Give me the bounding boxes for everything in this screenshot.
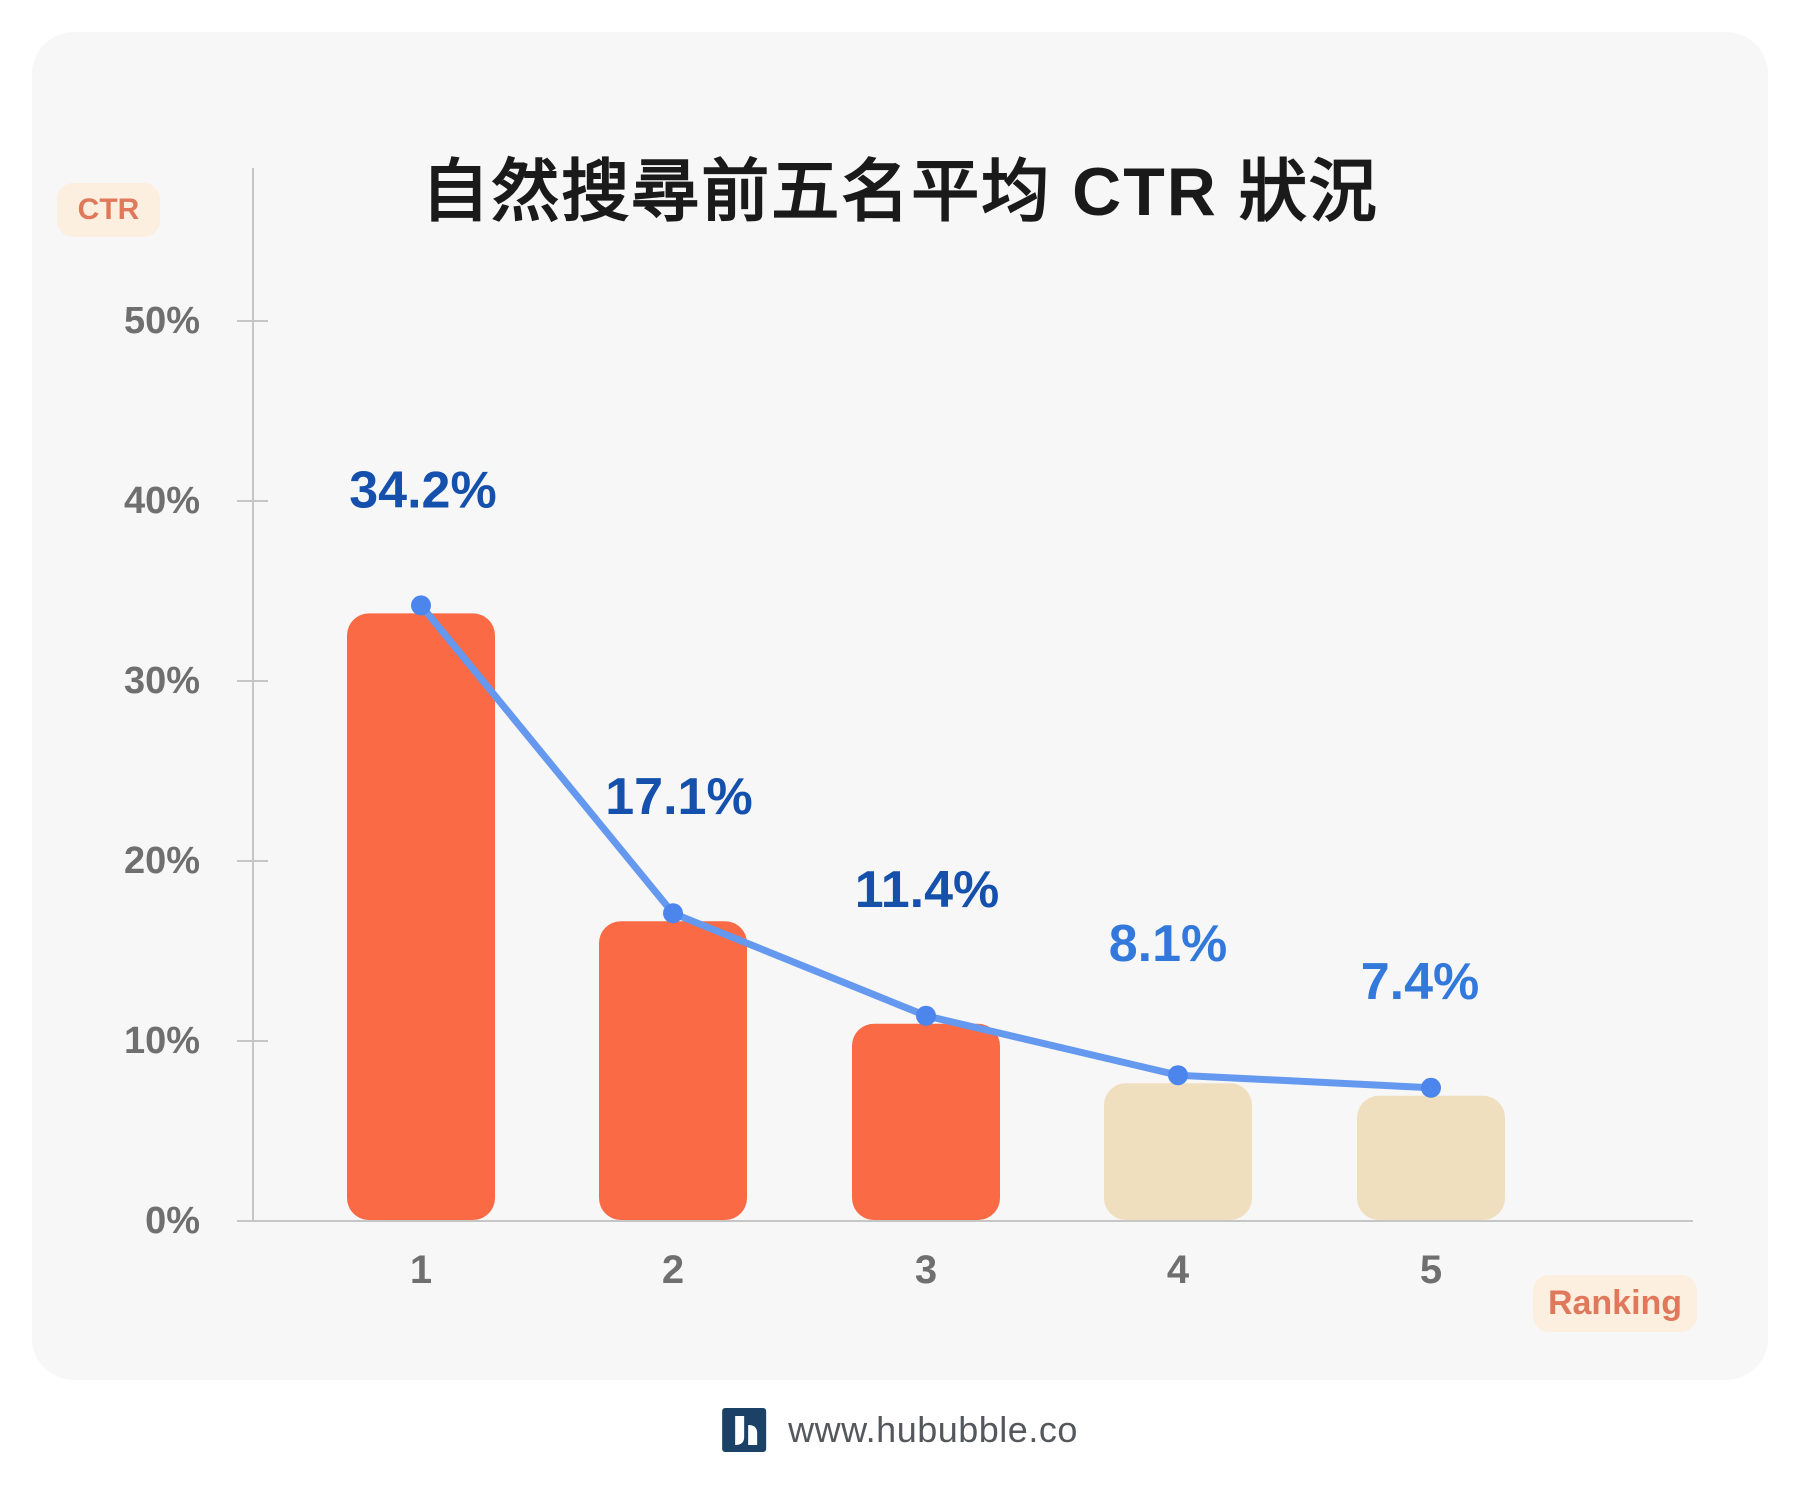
x-axis-tick-label: 2 (662, 1248, 684, 1292)
y-axis-tick-label: 0% (145, 1200, 200, 1242)
bar-rank-2 (599, 921, 747, 1220)
data-point-rank-3 (916, 1005, 936, 1026)
x-axis-tick-label: 3 (915, 1248, 937, 1292)
x-axis-tick-label: 1 (410, 1248, 432, 1292)
y-axis-tick-label: 10% (124, 1020, 200, 1062)
value-label-rank-1: 34.2% (349, 461, 496, 519)
x-axis-tick-label: 5 (1420, 1248, 1442, 1292)
footer-url: www.hububble.co (788, 1409, 1078, 1450)
value-label-rank-4: 8.1% (1109, 915, 1228, 973)
footer: www.hububble.co (722, 1408, 1078, 1452)
hububble-logo-icon (722, 1408, 767, 1452)
data-point-rank-4 (1168, 1065, 1188, 1086)
bar-rank-1 (347, 613, 495, 1220)
bar-rank-4 (1104, 1083, 1252, 1220)
chart-title: 自然搜尋前五名平均 CTR 狀況 (421, 153, 1379, 230)
bar-rank-5 (1357, 1095, 1505, 1220)
value-label-rank-3: 11.4% (855, 861, 1000, 919)
bar-rank-3 (852, 1023, 1000, 1220)
y-axis-tick-label: 40% (124, 480, 200, 522)
y-axis-tick-label: 50% (124, 300, 200, 342)
data-point-rank-2 (663, 903, 683, 924)
value-label-rank-2: 17.1% (605, 768, 752, 826)
y-axis-label-badge: CTR (57, 183, 160, 237)
data-point-rank-5 (1421, 1077, 1441, 1098)
value-label-rank-5: 7.4% (1361, 953, 1480, 1011)
y-axis-tick-label: 20% (124, 840, 200, 882)
y-axis-tick-label: 30% (124, 660, 200, 702)
x-axis-label-badge: Ranking (1533, 1275, 1697, 1332)
x-axis-tick-label: 4 (1167, 1248, 1190, 1292)
hububble-logo-glyph (735, 1416, 758, 1445)
data-point-rank-1 (411, 595, 431, 616)
